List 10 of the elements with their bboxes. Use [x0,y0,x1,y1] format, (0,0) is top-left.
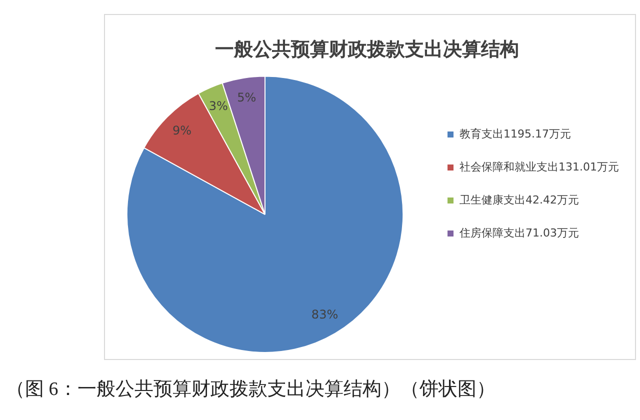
legend-label: 教育支出1195.17万元 [460,127,572,140]
chart-title: 一般公共预算财政拨款支出决算结构 [215,38,519,60]
data-label: 83% [311,308,338,322]
text: （图 6：一般公共预算财政拨款支出决算结构）（饼状图） [6,378,496,402]
legend-label: 住房保障支出71.03万元 [460,226,580,240]
data-label: 9% [172,124,192,138]
legend-label: 社会保障和就业支出131.01万元 [460,160,620,174]
data-label: 5% [237,90,256,105]
data-label: 3% [208,98,228,113]
legend-label: 卫生健康支出42.42万元 [460,193,580,206]
